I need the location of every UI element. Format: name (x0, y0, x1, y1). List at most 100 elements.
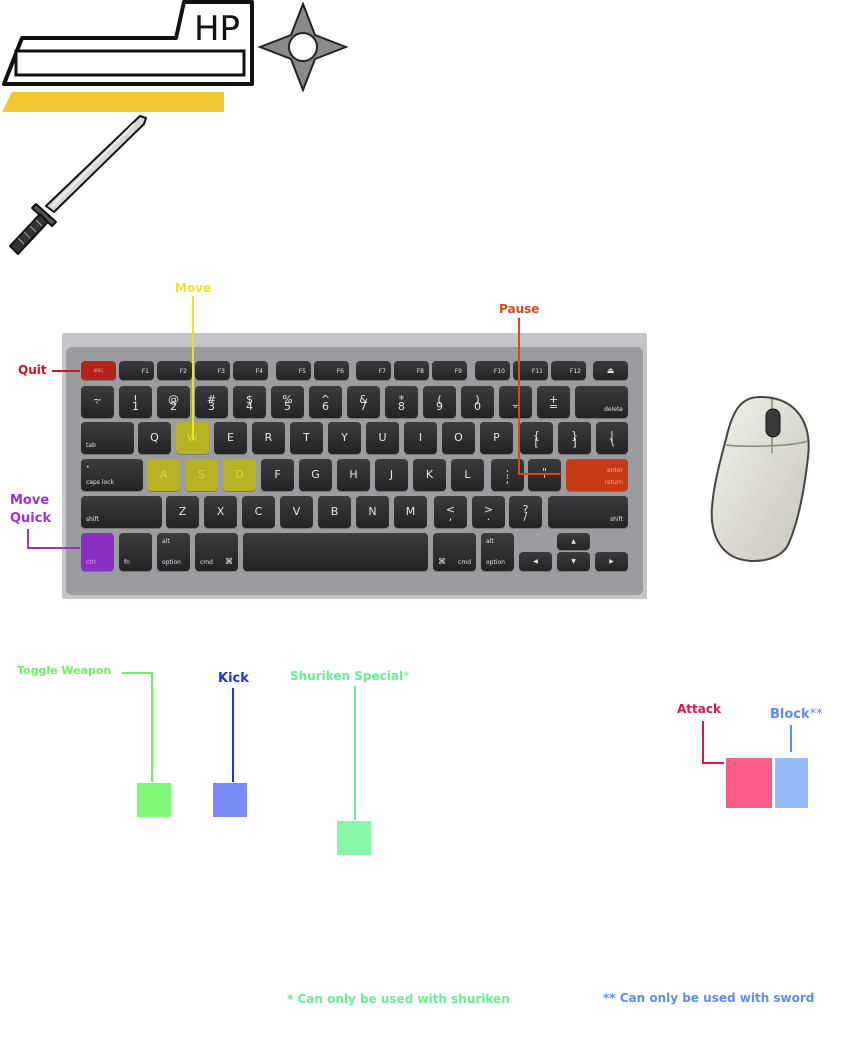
toggle-weapon-button[interactable] (137, 783, 171, 817)
arrow-left-icon: ◀ (533, 557, 538, 565)
toggle-weapon-label: Toggle Weapon (17, 664, 112, 677)
key-c[interactable]: C (242, 496, 275, 528)
key-r[interactable]: R (252, 422, 285, 454)
pause-label: Pause (499, 302, 540, 316)
key-ctrl[interactable]: ctrl (81, 533, 114, 571)
key-comma[interactable]: <, (434, 496, 467, 528)
shuriken-special-label: Shuriken Special* (290, 669, 409, 683)
key-period[interactable]: >. (472, 496, 505, 528)
key-f10[interactable]: F10 (475, 361, 510, 380)
move-quick-label-line2: Quick (10, 511, 52, 526)
key-p[interactable]: P (480, 422, 513, 454)
key-t[interactable]: T (290, 422, 323, 454)
shuriken-special-button[interactable] (337, 821, 371, 855)
key-num-5[interactable]: % 5 (271, 386, 304, 418)
key-arrow-up[interactable]: ▲ (557, 533, 590, 550)
key-f1[interactable]: F1 (119, 361, 154, 380)
stamina-bar (2, 92, 224, 112)
key-n[interactable]: N (356, 496, 389, 528)
move-label: Move (175, 281, 212, 295)
key-shift-left[interactable]: shift (81, 496, 162, 528)
key-f3[interactable]: F3 (195, 361, 230, 380)
key-num-11[interactable]: _ - (499, 386, 532, 418)
footnote-shuriken: * Can only be used with shuriken (287, 992, 510, 1006)
key-f[interactable]: F (261, 459, 294, 491)
block-button[interactable] (775, 758, 808, 808)
block-text: Block (770, 707, 810, 722)
key-f7[interactable]: F7 (356, 361, 391, 380)
key-num-8[interactable]: * 8 (385, 386, 418, 418)
key-tab[interactable]: tab (81, 422, 134, 454)
key-k[interactable]: K (413, 459, 446, 491)
arrow-up-icon: ▲ (571, 537, 576, 545)
key-s[interactable]: S (185, 459, 218, 491)
key-num-12[interactable]: + = (537, 386, 570, 418)
key-u[interactable]: U (366, 422, 399, 454)
key-delete[interactable]: delete (575, 386, 628, 418)
key-shift-right[interactable]: shift (548, 496, 628, 528)
keyboard-callout-lines (27, 296, 562, 549)
key-b[interactable]: B (318, 496, 351, 528)
eject-icon: ⏏ (606, 365, 615, 375)
key-caps-lock[interactable]: • caps lock (81, 459, 143, 491)
key-num-6[interactable]: ^ 6 (309, 386, 342, 418)
key-num-2[interactable]: @2 (157, 386, 190, 418)
key-a[interactable]: A (147, 459, 180, 491)
footnote-sword: ** Can only be used with sword (603, 991, 815, 1005)
key-space[interactable] (243, 533, 428, 571)
key-f6[interactable]: F6 (314, 361, 349, 380)
shuriken-special-text: Shuriken Special (290, 669, 404, 683)
key-num-3[interactable]: #3 (195, 386, 228, 418)
key-option-left[interactable]: alt option (157, 533, 190, 571)
key-v[interactable]: V (280, 496, 313, 528)
key-f12[interactable]: F12 (551, 361, 586, 380)
key-cmd-left[interactable]: cmd ⌘ (195, 533, 238, 571)
key-f5[interactable]: F5 (276, 361, 311, 380)
key-num-7[interactable]: & 7 (347, 386, 380, 418)
key-num-10[interactable]: ) 0 (461, 386, 494, 418)
pause-callout-line (518, 318, 562, 475)
key-m[interactable]: M (394, 496, 427, 528)
key-h[interactable]: H (337, 459, 370, 491)
key-f4[interactable]: F4 (233, 361, 268, 380)
katana-icon (9, 115, 147, 255)
arrow-right-icon: ▶ (609, 557, 614, 565)
key-arrow-right[interactable]: ▶ (595, 552, 628, 571)
key-f2[interactable]: F2 (157, 361, 192, 380)
key-cmd-right[interactable]: ⌘ cmd (433, 533, 476, 571)
key-y[interactable]: Y (328, 422, 361, 454)
key-z[interactable]: Z (166, 496, 199, 528)
key-backslash[interactable]: | \ (596, 422, 628, 454)
key-f8[interactable]: F8 (394, 361, 429, 380)
key-fn[interactable]: fn (119, 533, 152, 571)
key-num-1[interactable]: ! 1 (119, 386, 152, 418)
key-e[interactable]: E (214, 422, 247, 454)
key-slash[interactable]: ? / (509, 496, 542, 528)
key-x[interactable]: X (204, 496, 237, 528)
key-f11[interactable]: F11 (513, 361, 548, 380)
attack-button[interactable] (726, 758, 772, 808)
quit-label: Quit (18, 363, 47, 377)
attack-callout-line (702, 721, 724, 764)
key-f9[interactable]: F9 (432, 361, 467, 380)
key-d[interactable]: D (223, 459, 256, 491)
key-esc[interactable]: esc (81, 361, 116, 380)
key-num-9[interactable]: (9 (423, 386, 456, 418)
key-q[interactable]: Q (138, 422, 171, 454)
key-l[interactable]: L (451, 459, 484, 491)
key-j[interactable]: J (375, 459, 408, 491)
key-option-right[interactable]: alt option (481, 533, 514, 571)
toggle-weapon-callout-line (122, 672, 153, 782)
kick-button[interactable] (213, 783, 247, 817)
key-bracket-right[interactable]: }] (558, 422, 591, 454)
key-i[interactable]: I (404, 422, 437, 454)
key-bracket-left[interactable]: {[ (520, 422, 553, 454)
key-num-4[interactable]: $4 (233, 386, 266, 418)
key-arrow-left[interactable]: ◀ (519, 552, 552, 571)
key-num-0[interactable]: ~ ` (81, 386, 114, 418)
key-enter[interactable]: enter return (566, 459, 628, 491)
key-o[interactable]: O (442, 422, 475, 454)
key-arrow-down[interactable]: ▼ (557, 552, 590, 571)
key-g[interactable]: G (299, 459, 332, 491)
key-eject[interactable]: ⏏ (593, 361, 628, 380)
